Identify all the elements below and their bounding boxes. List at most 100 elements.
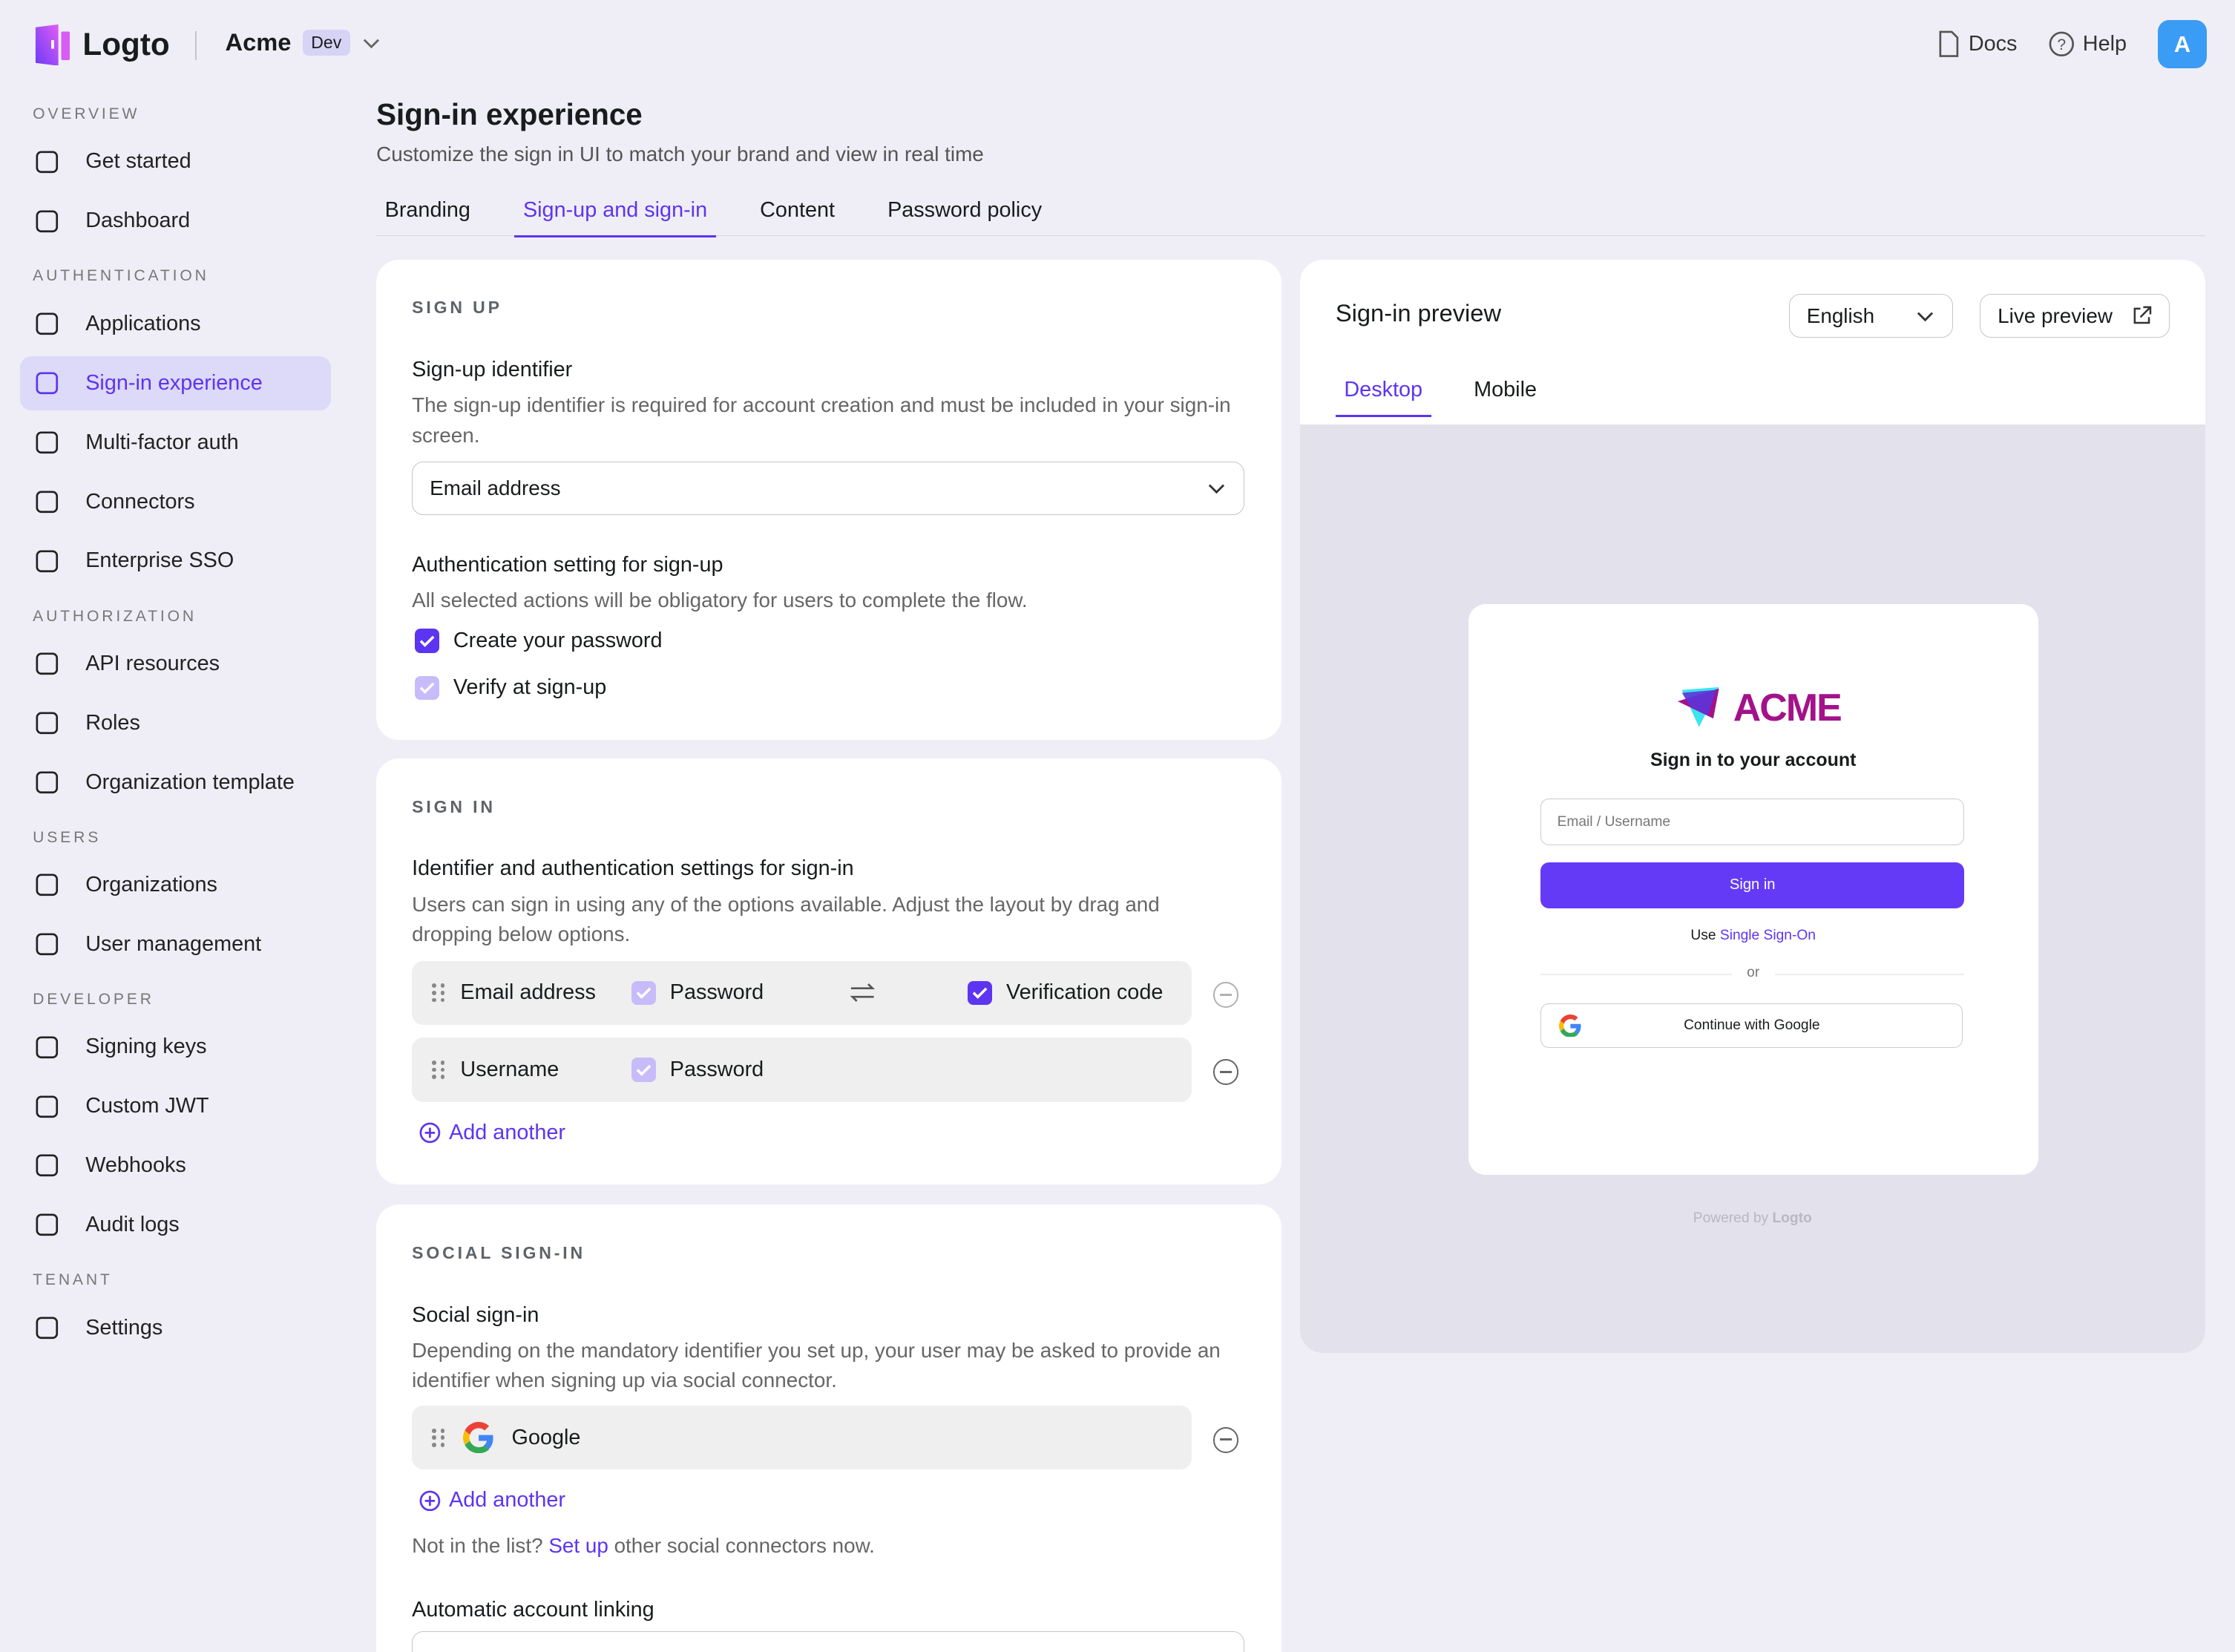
sidebar-item-label: Get started (85, 149, 191, 174)
sidebar-item-webhooks[interactable]: Webhooks (20, 1138, 331, 1193)
sidebar-item-label: Settings (85, 1315, 163, 1340)
brand-name: ACME (1733, 685, 1842, 729)
chevron-down-icon (363, 39, 380, 49)
section-title: SIGN UP (412, 298, 502, 318)
tab-password-policy[interactable]: Password policy (887, 197, 1043, 222)
sidebar-item-label: Multi-factor auth (85, 430, 239, 454)
preview-canvas: ACME Sign in to your account Email / Use… (1299, 425, 2205, 1353)
sidebar-item-organization-template[interactable]: Organization template (20, 755, 331, 810)
drag-handle-icon[interactable] (432, 1428, 446, 1447)
identifier-label: Email address (460, 980, 596, 1005)
document-icon (1939, 30, 1958, 58)
tab-mobile[interactable]: Mobile (1474, 378, 1537, 402)
tab-branding[interactable]: Branding (384, 197, 470, 222)
account-linking-select[interactable] (412, 1630, 1244, 1652)
continue-with-google-button[interactable]: Continue with Google (1540, 1003, 1963, 1048)
sidebar-item-label: Enterprise SSO (85, 548, 234, 573)
sign-in-method-row[interactable]: Username Password (412, 1038, 1192, 1102)
password-label: Password (669, 1058, 764, 1082)
checkbox-label: Verify at sign-up (453, 675, 607, 700)
sidebar-item-sign-in-experience[interactable]: Sign-in experience (19, 355, 331, 410)
select-value: English (1806, 304, 1875, 327)
preview-title: Sign-in preview (1335, 299, 1502, 327)
page-subtitle: Customize the sign in UI to match your b… (376, 142, 984, 166)
tab-desktop[interactable]: Desktop (1335, 373, 1431, 417)
identifier-label: Username (460, 1058, 559, 1082)
sidebar-item-label: User management (85, 931, 262, 956)
drag-handle-icon[interactable] (432, 1061, 446, 1080)
tenant-badge: Dev (302, 30, 350, 56)
avatar[interactable]: A (2158, 19, 2207, 69)
field-description: Users can sign in using any of the optio… (412, 892, 1160, 945)
help-link[interactable]: ? Help (2049, 31, 2127, 57)
password-label: Password (669, 980, 764, 1005)
acme-logo-icon (1677, 686, 1719, 727)
preview-sign-in-form: ACME Sign in to your account Email / Use… (1468, 604, 2038, 1175)
sidebar-item-organizations[interactable]: Organizations (20, 858, 331, 912)
sidebar-item-roles[interactable]: Roles (20, 696, 331, 750)
org-template-icon (34, 770, 60, 796)
tenant-name: Acme (225, 28, 292, 56)
add-another-button[interactable]: Add another (419, 1121, 565, 1145)
tab-content[interactable]: Content (760, 197, 836, 222)
docs-label: Docs (1968, 32, 2018, 56)
field-title: Automatic account linking (412, 1598, 654, 1622)
live-preview-button[interactable]: Live preview (1980, 293, 2170, 338)
logo[interactable]: Logto (34, 23, 170, 66)
sidebar-item-get-started[interactable]: Get started (20, 135, 331, 189)
sign-in-button[interactable]: Sign in (1540, 862, 1964, 908)
sidebar-item-label: Organization template (85, 770, 295, 794)
drag-handle-icon[interactable] (432, 983, 446, 1003)
sidebar-section-title: USERS (33, 828, 102, 846)
powered-by: Powered by Logto (1300, 1210, 2205, 1227)
chevron-down-icon (1917, 312, 1933, 322)
sidebar-item-multi-factor-auth[interactable]: Multi-factor auth (20, 416, 331, 470)
sidebar-item-connectors[interactable]: Connectors (20, 475, 331, 529)
sidebar-item-settings[interactable]: Settings (20, 1301, 331, 1355)
sidebar-item-dashboard[interactable]: Dashboard (20, 194, 331, 248)
sidebar-item-signing-keys[interactable]: Signing keys (20, 1020, 331, 1074)
tenant-selector[interactable]: Acme Dev (226, 28, 382, 56)
create-password-checkbox[interactable]: Create your password (414, 629, 663, 653)
button-label: Live preview (1998, 304, 2113, 327)
sidebar-item-label: Webhooks (85, 1153, 186, 1178)
sign-in-method-row[interactable]: Email address Password Verification code (412, 960, 1192, 1026)
bolt-icon (34, 149, 60, 175)
help-icon: ? (2049, 31, 2074, 57)
docs-link[interactable]: Docs (1937, 30, 2018, 58)
sidebar-section-title: OVERVIEW (33, 105, 140, 123)
social-connector-row[interactable]: Google (412, 1406, 1192, 1470)
sidebar-item-api-resources[interactable]: API resources (20, 637, 331, 691)
sidebar-item-enterprise-sso[interactable]: Enterprise SSO (20, 534, 331, 588)
divider (195, 31, 197, 60)
verification-code-checkbox[interactable] (968, 980, 992, 1006)
field-title: Social sign-in (412, 1302, 539, 1327)
gear-code-icon (34, 1094, 60, 1120)
password-checkbox (631, 1058, 656, 1082)
tab-sign-up-and-sign-in[interactable]: Sign-up and sign-in (514, 194, 716, 237)
add-label: Add another (449, 1120, 565, 1144)
swap-icon[interactable] (850, 983, 876, 1003)
select-value: Email address (430, 476, 561, 499)
sso-link[interactable]: Single Sign-On (1719, 928, 1816, 944)
remove-icon[interactable] (1212, 1426, 1239, 1453)
sidebar-section-title: TENANT (33, 1271, 113, 1289)
set-up-link[interactable]: Set up (548, 1534, 608, 1558)
page-title: Sign-in experience (376, 96, 643, 131)
connector-icon (34, 489, 60, 515)
app-name: Logto (82, 26, 170, 62)
sidebar-item-label: Audit logs (85, 1213, 180, 1237)
email-username-input[interactable]: Email / Username (1540, 798, 1965, 846)
sidebar-item-audit-logs[interactable]: Audit logs (20, 1198, 331, 1252)
sign-up-identifier-select[interactable]: Email address (412, 462, 1244, 515)
plus-circle-icon (419, 1122, 440, 1144)
language-select[interactable]: English (1788, 293, 1953, 338)
sidebar-item-custom-jwt[interactable]: Custom JWT (20, 1079, 331, 1133)
section-title: SOCIAL SIGN-IN (412, 1243, 586, 1263)
sidebar-item-user-management[interactable]: User management (20, 917, 331, 971)
cube-icon (34, 311, 60, 337)
remove-icon[interactable] (1212, 982, 1239, 1009)
remove-icon[interactable] (1212, 1059, 1239, 1085)
sidebar-item-applications[interactable]: Applications (20, 297, 331, 351)
add-another-button[interactable]: Add another (419, 1488, 565, 1512)
